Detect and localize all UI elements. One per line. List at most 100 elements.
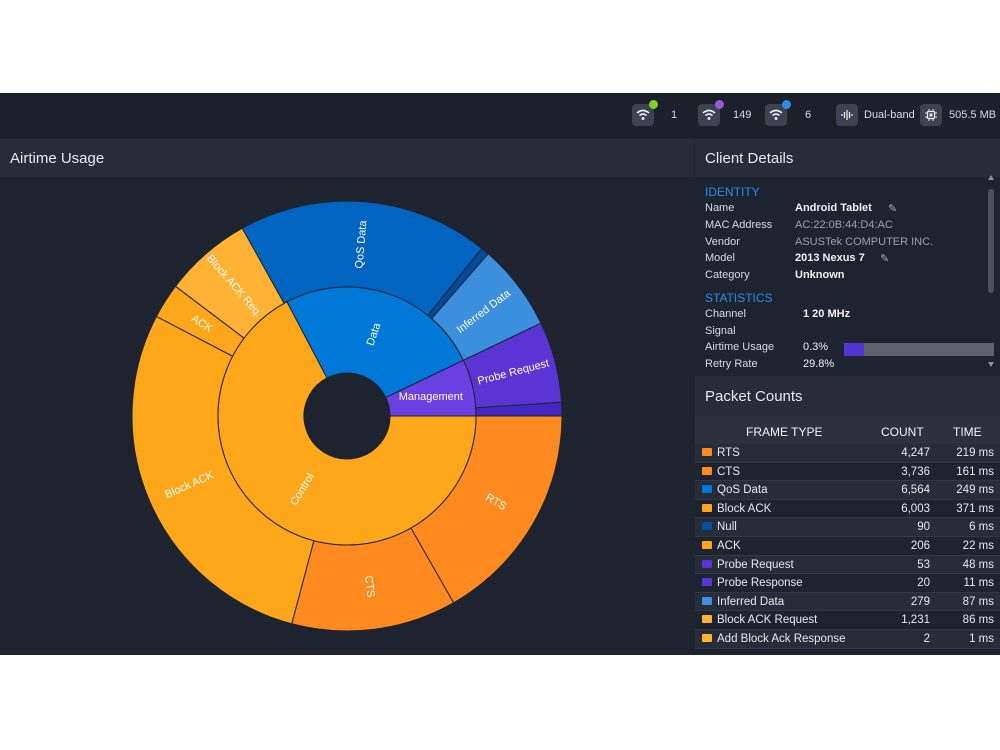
count-cell: 279 (910, 595, 930, 608)
airtime-value: 0.3% (803, 341, 829, 353)
panel-title: Airtime Usage (10, 150, 105, 167)
center-hole (304, 373, 390, 459)
chip-icon (920, 104, 942, 126)
airtime-row: Airtime Usage 0.3% (705, 341, 994, 357)
channel-row: Channel 1 20 MHz (705, 308, 990, 324)
stat-value: 1 (671, 109, 678, 121)
frame-color-swatch (702, 522, 712, 531)
scroll-thumb[interactable] (988, 189, 994, 293)
model-value: 2013 Nexus 7 (795, 252, 865, 264)
airtime-panel: Airtime Usage RTS CTS Block ACK ACK Block AC… (0, 139, 694, 655)
packet-header: Packet Counts (695, 376, 1000, 416)
vendor-row: Vendor ASUSTek COMPUTER INC. (705, 236, 990, 252)
ap-count-stat[interactable]: 1 (632, 100, 678, 127)
time-cell: 249 ms (956, 484, 994, 497)
table-row[interactable]: Add Block Ack Response 2 1 ms (695, 630, 1000, 649)
table-row[interactable]: Inferred Data 279 87 ms (695, 592, 1000, 612)
frame-color-swatch (702, 503, 712, 512)
stat-value: 505.5 MB (949, 109, 997, 121)
time-cell: 161 ms (956, 465, 994, 478)
table-row[interactable]: QoS Data 6,564 249 ms (695, 481, 1000, 500)
edit-pencil-icon[interactable]: ✎ (888, 203, 898, 215)
wifi-icon (765, 100, 791, 126)
edit-pencil-icon[interactable]: ✎ (880, 253, 890, 265)
frame-type-cell: Add Block Ack Response (717, 633, 846, 645)
network-count-stat[interactable]: 6 (765, 100, 812, 127)
table-row[interactable]: Probe Request 53 48 ms (695, 555, 1000, 575)
table-row[interactable]: Probe Response 20 11 ms (695, 574, 1000, 593)
frame-color-swatch (702, 615, 712, 624)
time-cell: 86 ms (962, 614, 994, 627)
time-cell: 48 ms (962, 558, 994, 571)
retry-key: Retry Rate (705, 358, 758, 370)
frame-type-cell: Block ACK Request (717, 614, 818, 627)
wifi-icon (698, 100, 724, 126)
retry-value: 29.8% (803, 358, 835, 370)
table-row[interactable]: RTS 4,247 219 ms (695, 444, 1000, 463)
airtime-bar-fill (844, 343, 864, 356)
stat-value: Dual-band (864, 109, 915, 121)
frame-type-cell: Probe Response (717, 577, 803, 590)
time-cell: 1 ms (969, 633, 994, 645)
table-header: FRAME TYPE COUNT TIME (695, 416, 1000, 444)
vendor-key: Vendor (705, 236, 740, 248)
status-dot (715, 100, 724, 109)
frame-type-cell: Probe Request (717, 558, 794, 571)
count-cell: 2 (923, 633, 930, 645)
statistics-section-label: STATISTICS (705, 291, 773, 305)
count-cell: 4,247 (901, 447, 930, 459)
table-row[interactable]: Null 90 6 ms (695, 518, 1000, 537)
table-row[interactable]: ACK 206 22 ms (695, 537, 1000, 556)
frame-color-swatch (702, 448, 712, 456)
outer-ring-label: CTS (362, 575, 377, 598)
table-body: RTS 4,247 219 ms CTS 3,736 161 ms QoS Data 6,56… (695, 444, 1000, 655)
retry-row: Retry Rate 29.8% (705, 358, 990, 374)
channel-value: 1 20 MHz (803, 308, 851, 320)
count-cell: 1,231 (901, 614, 930, 627)
count-cell: 90 (917, 521, 930, 534)
inner-ring-label: Management (399, 391, 463, 403)
client-count-stat[interactable]: 149 (698, 100, 752, 127)
count-cell: 6,564 (901, 484, 930, 497)
count-cell: 6,003 (901, 502, 930, 515)
stat-value: 149 (733, 109, 752, 121)
time-cell: 371 ms (956, 502, 994, 515)
table-row[interactable]: CTS 3,736 161 ms (695, 463, 1000, 482)
col-count[interactable]: COUNT (881, 425, 924, 439)
frame-color-swatch (702, 596, 712, 605)
memory-stat[interactable]: 505.5 MB (920, 103, 996, 127)
scrollbar[interactable] (987, 175, 995, 375)
stat-value: 6 (805, 109, 812, 121)
panel-title: Client Details (705, 150, 794, 167)
scroll-up-icon[interactable] (987, 174, 995, 182)
vendor-value: ASUSTek COMPUTER INC. (795, 236, 934, 248)
outer-ring-label: QoS Data (353, 219, 369, 269)
time-cell: 219 ms (956, 447, 994, 459)
frame-type-cell: Block ACK (717, 502, 772, 515)
identity-section-label: IDENTITY (705, 185, 760, 199)
scroll-down-icon[interactable] (987, 360, 995, 368)
wifi-icon (632, 100, 658, 126)
status-dot (649, 100, 658, 109)
col-frame-type[interactable]: FRAME TYPE (746, 425, 823, 439)
frame-color-swatch (702, 485, 712, 494)
time-cell: 22 ms (962, 540, 994, 552)
signal-row: Signal (705, 325, 990, 341)
client-header: Client Details (695, 139, 1000, 177)
category-key: Category (705, 269, 750, 281)
time-cell: 6 ms (969, 521, 994, 534)
table-row[interactable]: Block ACK 6,003 371 ms (695, 500, 1000, 519)
signal-key: Signal (705, 325, 736, 337)
name-row: Name Android Tablet ✎ (705, 202, 990, 218)
panel-title: Packet Counts (705, 388, 803, 405)
frame-color-swatch (702, 466, 712, 475)
col-time[interactable]: TIME (953, 425, 982, 439)
table-row[interactable]: Block ACK Request 1,231 86 ms (695, 611, 1000, 630)
app-window: 1 149 6 Dual-band 505.5 MB (0, 93, 1000, 655)
frame-type-cell: ACK (717, 540, 741, 552)
band-stat[interactable]: Dual-band (836, 103, 915, 127)
time-cell: 87 ms (962, 595, 994, 608)
airtime-key: Airtime Usage (705, 341, 775, 353)
packet-counts-panel: Packet Counts FRAME TYPE COUNT TIME RTS 4… (695, 376, 1000, 655)
